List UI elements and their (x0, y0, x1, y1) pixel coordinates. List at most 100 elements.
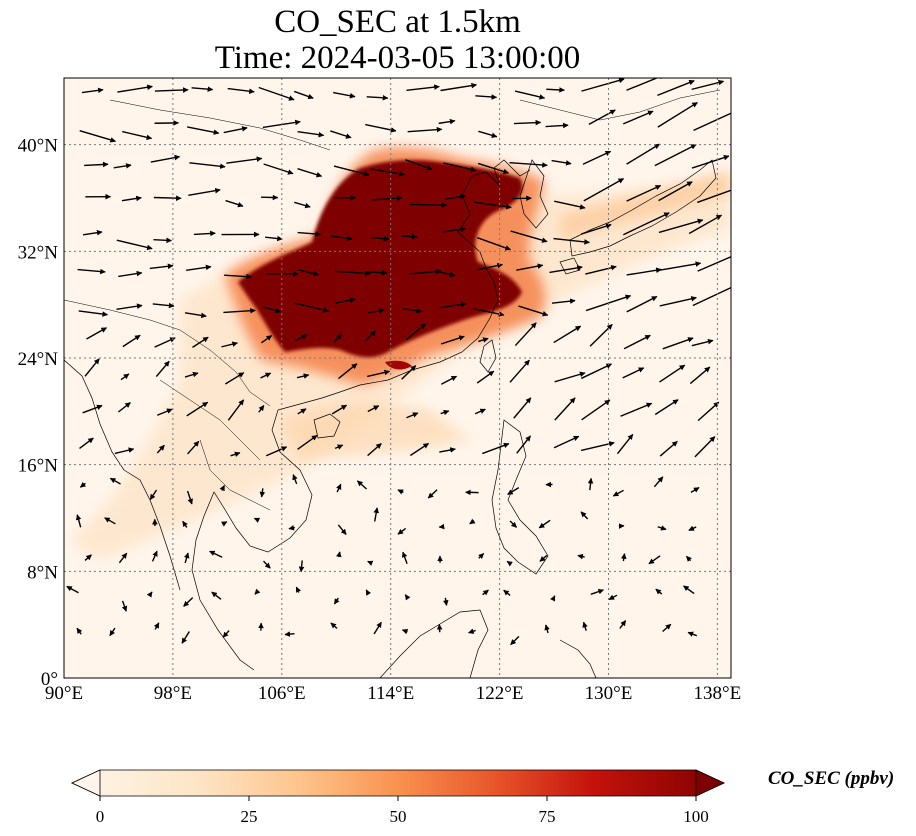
colorbar-tick-label: 50 (390, 807, 407, 826)
wind-arrow (626, 267, 662, 276)
wind-arrow (549, 265, 583, 274)
wind-arrow (118, 270, 143, 278)
wind-arrow (477, 162, 509, 175)
wind-arrow (478, 552, 485, 559)
wind-arrow (117, 84, 153, 93)
map-frame (63, 77, 732, 679)
wind-arrow (626, 143, 661, 165)
wind-arrow (438, 118, 456, 125)
wind-arrow (585, 264, 617, 275)
wind-arrow (292, 474, 298, 485)
wind-arrow (297, 168, 323, 178)
wind-arrow (219, 485, 226, 492)
wind-arrow (442, 597, 449, 606)
lat-tick-label: 24°N (18, 349, 59, 370)
wind-arrow (400, 233, 418, 240)
wind-arrow (581, 78, 625, 92)
wind-arrow (297, 408, 307, 415)
wind-arrow (79, 437, 94, 450)
wind-arrow (192, 336, 209, 348)
wind-arrow (658, 181, 693, 202)
wind-arrow (473, 307, 505, 317)
wind-arrow (86, 327, 107, 340)
wind-arrow (254, 588, 261, 595)
wind-arrow (153, 237, 172, 244)
wind-arrow (688, 525, 697, 531)
wind-arrow (156, 408, 173, 416)
wind-arrow (188, 187, 221, 196)
wind-arrow (474, 201, 512, 210)
wind-arrow (482, 589, 489, 596)
wind-arrow (373, 621, 382, 635)
wind-arrow (288, 524, 296, 531)
wind-arrow (153, 622, 160, 630)
wind-arrow (263, 306, 282, 314)
wind-arrow (401, 551, 408, 564)
wind-arrow (122, 130, 153, 141)
wind-arrow (117, 402, 131, 413)
wind-arrow (588, 109, 616, 125)
wind-arrow (258, 405, 265, 413)
wind-arrow (370, 168, 405, 177)
wind-arrow (478, 337, 489, 343)
wind-arrow (397, 489, 404, 495)
wind-arrow (109, 627, 116, 637)
wind-arrow (370, 235, 390, 242)
wind-arrow (550, 595, 556, 602)
wind-arrow (333, 165, 370, 177)
wind-arrow (553, 237, 590, 245)
wind-arrow (553, 325, 582, 344)
plot-title: CO_SEC at 1.5km (274, 4, 521, 40)
wind-arrow (113, 163, 132, 169)
wind-arrow (697, 255, 731, 272)
wind-arrow (697, 187, 731, 204)
wind-arrow (443, 226, 467, 233)
wind-arrow (510, 230, 548, 243)
wind-arrow (77, 268, 106, 275)
axis-ticks: 90°E 98°E 106°E 114°E 122°E 130°E 138°E 0° 8°N 16… (18, 136, 742, 704)
wind-arrow (510, 635, 520, 646)
wind-arrow (404, 594, 411, 601)
wind-arrow (84, 161, 109, 168)
wind-arrow (84, 358, 100, 377)
wind-arrow (659, 296, 697, 307)
wind-arrow (688, 214, 722, 235)
wind-arrow (122, 334, 141, 348)
wind-arrow (153, 195, 182, 201)
wind-arrow (440, 82, 477, 92)
wind-arrow (191, 86, 214, 92)
wind-arrow (181, 631, 190, 644)
wind-arrow (121, 600, 128, 612)
wind-arrow (333, 91, 356, 99)
lon-tick-label: 130°E (585, 683, 633, 704)
wind-arrow (367, 405, 380, 413)
wind-arrow (261, 334, 273, 344)
wind-arrow (444, 193, 466, 200)
wind-arrow (405, 323, 427, 341)
wind-arrow (152, 302, 175, 309)
wind-arrow (223, 307, 256, 314)
wind-arrow (265, 446, 288, 457)
wind-arrow (224, 372, 245, 385)
wind-arrow (509, 520, 518, 528)
wind-arrow (297, 131, 325, 138)
wind-arrow (509, 161, 548, 168)
colorbar-tick-label: 100 (683, 807, 709, 826)
coastlines (64, 89, 721, 678)
wind-arrow (367, 308, 385, 314)
wind-arrow (409, 442, 430, 457)
wind-arrow (691, 79, 725, 91)
wind-arrow (406, 84, 440, 91)
wind-arrow (406, 412, 419, 419)
wind-arrow (427, 489, 438, 499)
wind-arrow (75, 514, 82, 528)
wind-arrow (478, 130, 498, 138)
wind-arrow (76, 627, 83, 635)
wind-arrow (694, 436, 716, 458)
wind-arrow (623, 334, 651, 350)
wind-vectors (66, 78, 731, 646)
lat-tick-label: 8°N (27, 562, 58, 583)
wind-arrow (397, 527, 407, 535)
wind-arrow (518, 305, 549, 317)
